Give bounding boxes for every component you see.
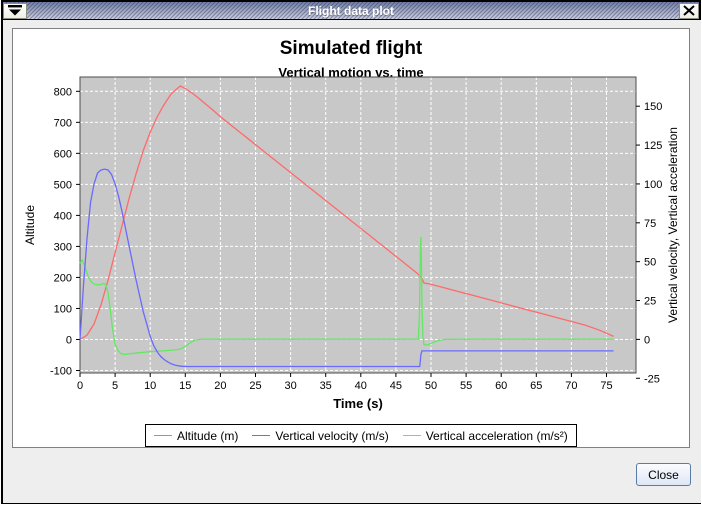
svg-text:200: 200 <box>54 272 72 284</box>
svg-text:-25: -25 <box>644 373 660 385</box>
svg-text:Vertical velocity, Vertical ac: Vertical velocity, Vertical acceleration <box>666 127 680 323</box>
svg-text:25: 25 <box>644 296 656 308</box>
svg-text:-100: -100 <box>50 366 72 378</box>
svg-text:60: 60 <box>495 380 507 392</box>
svg-text:5: 5 <box>112 380 118 392</box>
svg-text:15: 15 <box>179 380 191 392</box>
svg-text:0: 0 <box>77 380 83 392</box>
svg-text:800: 800 <box>54 86 72 98</box>
svg-text:700: 700 <box>54 117 72 129</box>
svg-text:100: 100 <box>644 179 662 191</box>
svg-text:55: 55 <box>460 380 472 392</box>
svg-text:35: 35 <box>320 380 332 392</box>
svg-text:10: 10 <box>144 380 156 392</box>
svg-text:20: 20 <box>214 380 226 392</box>
svg-text:65: 65 <box>530 380 542 392</box>
svg-text:125: 125 <box>644 140 662 152</box>
svg-text:50: 50 <box>644 257 656 269</box>
svg-text:45: 45 <box>390 380 402 392</box>
svg-text:300: 300 <box>54 241 72 253</box>
svg-text:150: 150 <box>644 101 662 113</box>
svg-text:75: 75 <box>644 218 656 230</box>
svg-text:600: 600 <box>54 148 72 160</box>
svg-text:500: 500 <box>54 179 72 191</box>
svg-text:Time (s): Time (s) <box>333 396 383 411</box>
svg-text:40: 40 <box>355 380 367 392</box>
svg-text:100: 100 <box>54 303 72 315</box>
svg-text:400: 400 <box>54 210 72 222</box>
svg-text:Altitude: Altitude <box>23 205 37 245</box>
svg-text:70: 70 <box>565 380 577 392</box>
svg-text:75: 75 <box>600 380 612 392</box>
svg-text:50: 50 <box>425 380 437 392</box>
svg-text:0: 0 <box>644 334 650 346</box>
svg-text:25: 25 <box>249 380 261 392</box>
svg-text:0: 0 <box>66 334 72 346</box>
svg-text:30: 30 <box>284 380 296 392</box>
